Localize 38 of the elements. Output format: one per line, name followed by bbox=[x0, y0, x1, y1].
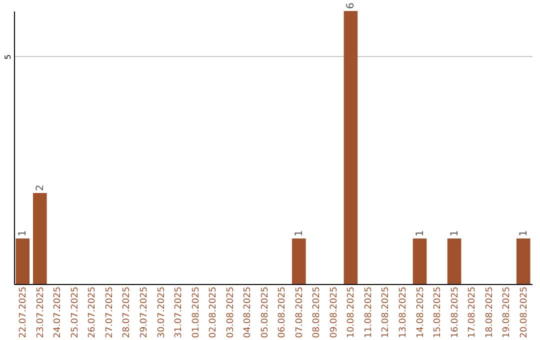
x-tick-label: 15.08.2025 bbox=[433, 286, 444, 338]
data-label: 1 bbox=[518, 230, 530, 236]
data-label: 1 bbox=[414, 230, 426, 236]
x-tick-label: 06.08.2025 bbox=[278, 286, 288, 338]
x-tick-label: 17.08.2025 bbox=[468, 286, 478, 338]
x-tick-label: 22.07.2025 bbox=[18, 286, 29, 338]
x-tick-label: 12.08.2025 bbox=[381, 286, 392, 338]
x-tick-label: 28.07.2025 bbox=[122, 286, 132, 338]
x-tick-label: 13.08.2025 bbox=[398, 286, 408, 338]
x-tick-label: 16.08.2025 bbox=[450, 286, 460, 338]
x-tick-label: 27.07.2025 bbox=[104, 286, 115, 338]
x-tick-label: 03.08.2025 bbox=[226, 286, 236, 338]
data-label: 6 bbox=[346, 2, 357, 9]
x-tick-label: 09.08.2025 bbox=[329, 286, 340, 338]
x-tick-label: 04.08.2025 bbox=[243, 286, 254, 338]
x-tick-label: 10.08.2025 bbox=[346, 286, 357, 338]
x-tick-label: 29.07.2025 bbox=[140, 286, 150, 338]
x-tick-label: 31.07.2025 bbox=[174, 286, 184, 338]
x-tick-label: 08.08.2025 bbox=[312, 286, 322, 338]
x-tick-label: 05.08.2025 bbox=[260, 286, 270, 338]
x-tick-label: 20.08.2025 bbox=[519, 286, 530, 338]
data-label: 1 bbox=[294, 230, 305, 236]
y-tick-label: 5 bbox=[4, 54, 12, 60]
x-tick-label: 02.08.2025 bbox=[208, 286, 219, 338]
x-tick-label: 14.08.2025 bbox=[416, 286, 426, 338]
x-tick-label: 25.07.2025 bbox=[70, 286, 80, 338]
x-tick-label: 30.07.2025 bbox=[156, 286, 167, 338]
x-tick-label: 11.08.2025 bbox=[364, 286, 374, 338]
data-label: 1 bbox=[18, 230, 29, 236]
data-label: 2 bbox=[34, 184, 46, 191]
x-tick-label: 23.07.2025 bbox=[36, 286, 46, 338]
x-tick-label: 19.08.2025 bbox=[502, 286, 512, 338]
x-tick-label: 01.08.2025 bbox=[191, 286, 202, 338]
x-tick-label: 24.07.2025 bbox=[53, 286, 64, 338]
x-tick-label: 07.08.2025 bbox=[294, 286, 305, 338]
x-tick-label: 18.08.2025 bbox=[484, 286, 495, 338]
data-label: 1 bbox=[449, 230, 460, 236]
x-tick-label: 26.07.2025 bbox=[88, 286, 98, 338]
